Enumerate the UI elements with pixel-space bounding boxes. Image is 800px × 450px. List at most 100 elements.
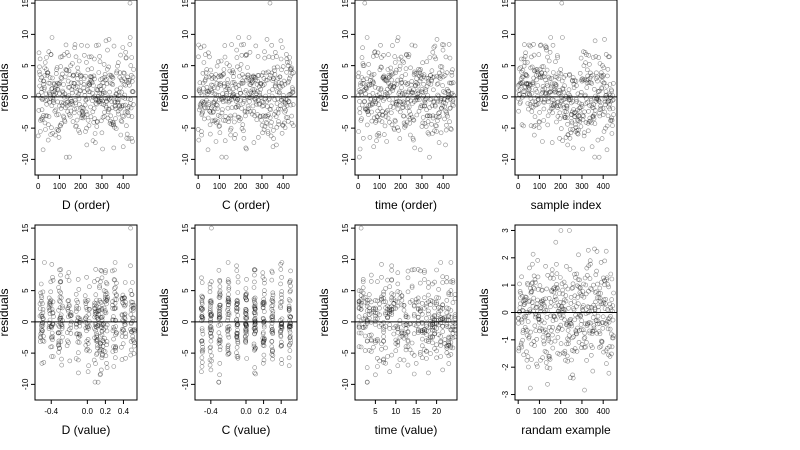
data-point: [542, 71, 548, 76]
data-point: [580, 146, 585, 152]
data-point: [395, 363, 401, 369]
data-point: [227, 89, 233, 94]
data-point: [267, 106, 273, 112]
data-point: [356, 325, 362, 330]
data-point: [233, 132, 238, 137]
data-point: [405, 97, 410, 102]
x-tick-label: 400: [117, 182, 131, 191]
data-point: [533, 87, 538, 92]
data-point: [199, 280, 205, 285]
data-point: [251, 304, 257, 309]
data-point: [88, 74, 93, 79]
data-point: [40, 97, 45, 102]
data-point: [218, 81, 223, 86]
data-point: [95, 337, 100, 343]
data-point: [377, 112, 382, 117]
data-point: [49, 354, 54, 359]
data-point: [104, 281, 110, 287]
data-point: [425, 130, 431, 135]
data-point: [538, 300, 544, 305]
data-point: [89, 66, 94, 71]
data-point: [226, 99, 232, 105]
data-point: [95, 323, 100, 329]
data-point: [381, 338, 386, 344]
data-point: [599, 86, 605, 91]
data-point: [77, 102, 82, 107]
data-point: [268, 123, 274, 129]
data-point: [433, 123, 438, 128]
data-point: [47, 320, 52, 326]
data-point: [278, 38, 284, 44]
data-point: [417, 309, 423, 314]
data-point: [518, 81, 524, 86]
data-point: [598, 299, 603, 305]
data-point: [112, 286, 117, 291]
data-point: [121, 295, 127, 301]
data-point: [449, 102, 455, 107]
data-point: [387, 84, 393, 89]
data-point: [413, 297, 419, 302]
data-point: [82, 102, 88, 108]
data-point: [398, 99, 404, 105]
data-point: [547, 89, 553, 95]
data-point: [66, 278, 72, 283]
data-point: [539, 301, 545, 307]
data-point: [129, 114, 135, 119]
data-point: [223, 87, 229, 93]
data-point: [287, 333, 293, 339]
data-point: [573, 78, 579, 84]
data-point: [571, 107, 576, 112]
data-point: [47, 75, 53, 80]
data-point: [225, 346, 231, 351]
data-point: [450, 97, 456, 103]
data-point: [375, 364, 380, 369]
data-point: [205, 89, 211, 94]
x-tick-label: 0: [356, 182, 361, 191]
data-point: [595, 89, 601, 94]
data-point: [287, 92, 293, 97]
data-point: [371, 80, 376, 85]
data-point: [389, 85, 395, 91]
data-point: [438, 339, 444, 345]
data-point: [128, 326, 133, 332]
data-point: [522, 42, 527, 47]
data-point: [399, 80, 405, 85]
data-point: [50, 310, 56, 316]
data-point: [533, 305, 539, 311]
data-point: [575, 301, 581, 307]
data-point: [430, 281, 435, 287]
data-point: [64, 343, 70, 349]
data-point: [208, 367, 214, 373]
data-point: [603, 348, 609, 354]
data-point: [288, 102, 294, 108]
data-point: [49, 86, 54, 92]
x-axis-label: C (value): [222, 423, 271, 437]
data-point: [49, 335, 54, 341]
data-point: [395, 106, 401, 112]
data-point: [371, 307, 376, 312]
data-point: [424, 84, 430, 89]
data-point: [97, 91, 103, 96]
data-point: [380, 109, 385, 114]
data-point: [400, 58, 405, 64]
data-point: [411, 267, 417, 272]
data-point: [422, 295, 427, 301]
data-point: [217, 307, 223, 312]
data-point: [130, 79, 135, 84]
data-point: [281, 99, 287, 105]
data-point: [127, 35, 133, 40]
data-point: [103, 77, 108, 83]
data-point: [356, 305, 362, 311]
data-point: [364, 122, 370, 128]
data-point: [430, 113, 436, 119]
data-point: [366, 312, 372, 317]
data-point: [270, 55, 276, 60]
data-point: [407, 132, 413, 138]
data-point: [583, 282, 589, 288]
data-point: [208, 298, 214, 303]
data-point: [128, 307, 134, 313]
data-point: [568, 316, 574, 322]
data-point: [432, 54, 438, 60]
data-point: [602, 37, 607, 42]
